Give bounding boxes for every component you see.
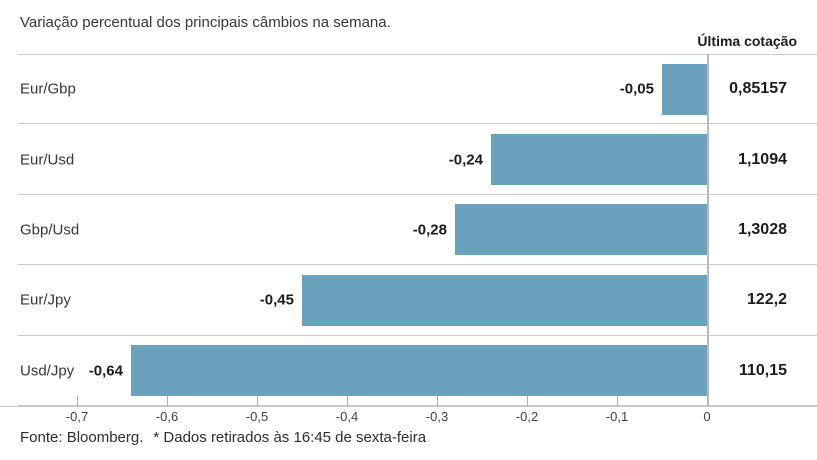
bar <box>491 134 707 186</box>
pair-label: Eur/Gbp <box>20 80 76 98</box>
table-row-eur-gbp: Eur/Gbp -0,05 0,85157 <box>0 54 817 125</box>
bar <box>131 345 707 397</box>
x-tick-label: -0,4 <box>335 409 359 424</box>
pair-label: Usd/Jpy <box>20 362 75 380</box>
x-tick <box>437 396 438 406</box>
change-value-label: -0,28 <box>412 221 447 239</box>
x-tick <box>527 396 528 406</box>
x-tick <box>347 396 348 406</box>
quote-value: 122,2 <box>746 291 787 309</box>
x-tick <box>167 396 168 406</box>
x-tick <box>257 396 258 406</box>
zero-axis-line <box>707 54 709 406</box>
change-value-label: -0,64 <box>88 362 123 380</box>
x-tick <box>617 396 618 406</box>
x-tick-label: -0,5 <box>245 409 269 424</box>
table-row-gbp-usd: Gbp/Usd -0,28 1,3028 <box>0 195 817 266</box>
pair-label: Eur/Jpy <box>20 291 71 309</box>
bar <box>455 204 707 256</box>
quote-value: 1,3028 <box>738 220 787 238</box>
footer: Fonte: Bloomberg. * Dados retirados às 16… <box>20 429 426 446</box>
change-value-label: -0,24 <box>448 151 483 169</box>
change-value-label: -0,05 <box>619 80 654 98</box>
header-divider <box>18 54 817 55</box>
bar <box>302 274 707 326</box>
x-tick-label: -0,1 <box>605 409 629 424</box>
pair-label: Gbp/Usd <box>20 221 80 239</box>
quote-value: 1,1094 <box>738 150 787 168</box>
footer-source: Fonte: Bloomberg. <box>20 429 144 446</box>
quote-value: 0,85157 <box>729 80 787 98</box>
table-row-eur-jpy: Eur/Jpy -0,45 122,2 <box>0 265 817 336</box>
x-tick <box>77 396 78 406</box>
x-tick-label: -0,7 <box>65 409 89 424</box>
pair-label: Eur/Usd <box>20 151 75 169</box>
x-tick-label: 0 <box>703 409 711 424</box>
quote-value: 110,15 <box>738 361 787 379</box>
table-row-usd-jpy: Usd/Jpy -0,64 110,15 <box>0 336 817 407</box>
table-row-eur-usd: Eur/Usd -0,24 1,1094 <box>0 124 817 196</box>
x-axis-line <box>0 406 817 407</box>
footer-note: * Dados retirados às 16:45 de sexta-feir… <box>153 429 427 446</box>
x-tick <box>707 396 708 406</box>
x-tick-label: -0,6 <box>155 409 179 424</box>
page-title: Variação percentual dos principais câmbi… <box>20 14 391 31</box>
last-quote-column-header: Última cotação <box>697 33 797 49</box>
bar <box>662 63 707 115</box>
change-value-label: -0,45 <box>259 291 294 309</box>
x-tick-label: -0,3 <box>425 409 449 424</box>
x-tick-label: -0,2 <box>515 409 539 424</box>
